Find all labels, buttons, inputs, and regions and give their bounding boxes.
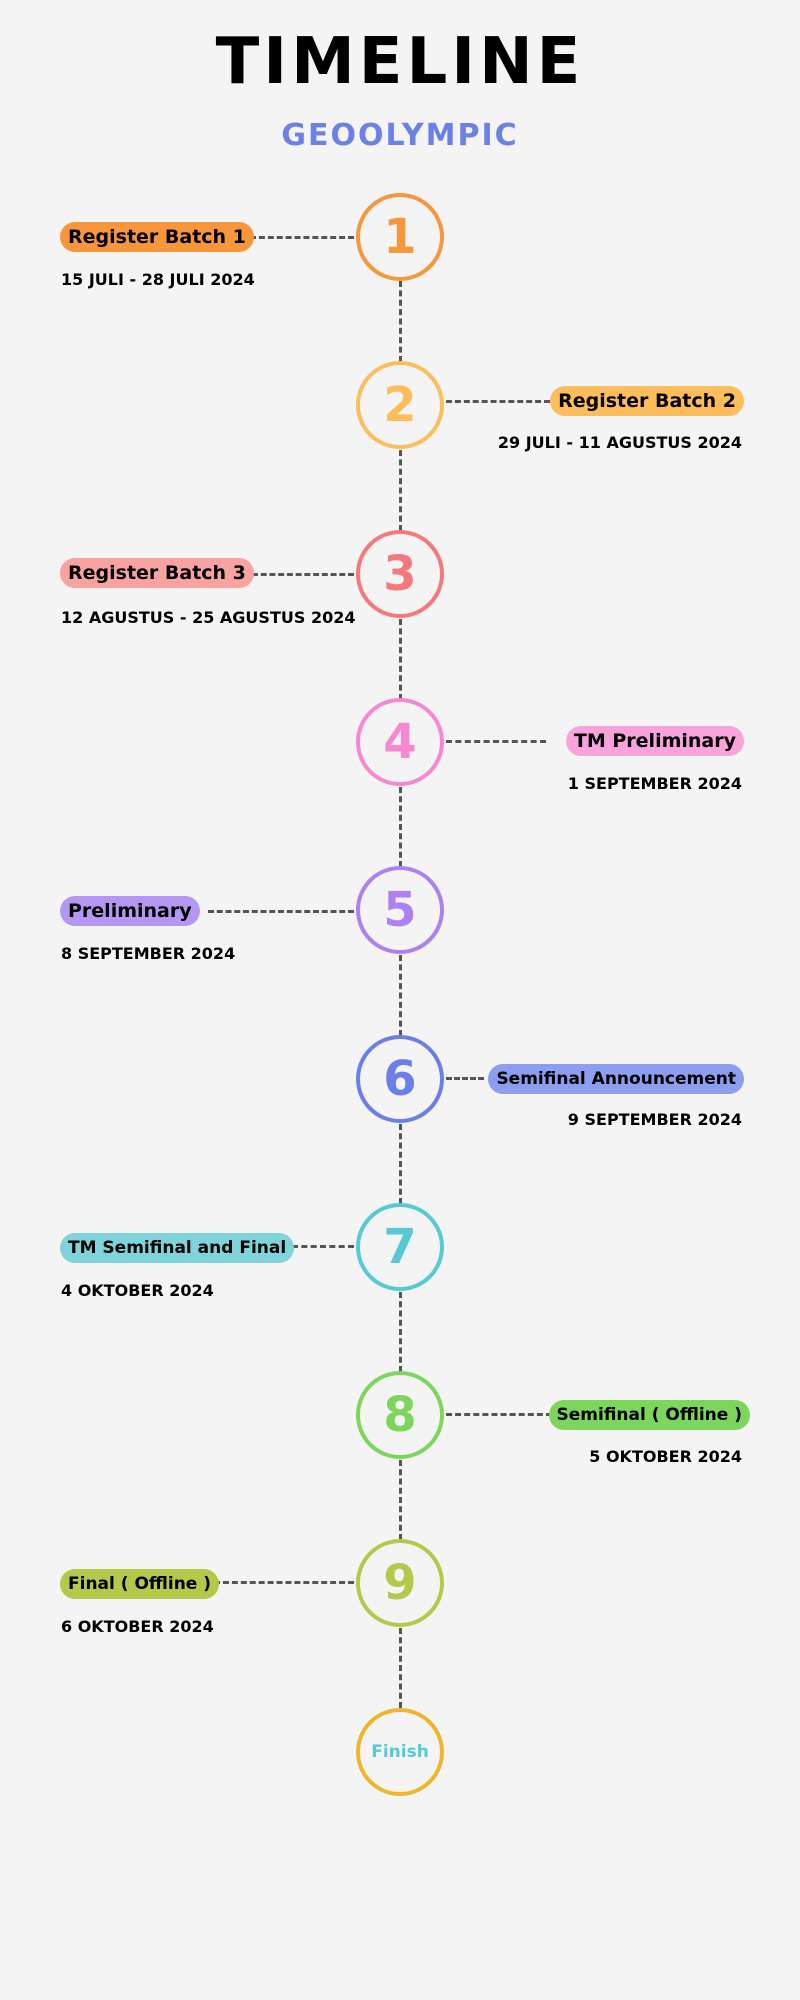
connector-step-1: [250, 236, 354, 239]
step-3-date: 12 AGUSTUS - 25 AGUSTUS 2024: [61, 608, 356, 627]
step-8-date: 5 OKTOBER 2024: [589, 1447, 742, 1466]
finish-label: Finish: [371, 1741, 429, 1762]
step-2-date: 29 JULI - 11 AGUSTUS 2024: [497, 433, 742, 452]
step-8-circle: 8: [356, 1371, 444, 1459]
step-6-label: Semifinal Announcement: [488, 1064, 744, 1094]
step-label-text: Register Batch 3: [68, 562, 246, 584]
step-6-circle: 6: [356, 1035, 444, 1123]
step-5-circle: 5: [356, 866, 444, 954]
step-number: 8: [383, 1387, 417, 1443]
step-9-date: 6 OKTOBER 2024: [61, 1617, 214, 1636]
step-8-label: Semifinal ( Offline ): [548, 1400, 750, 1430]
step-4-date: 1 SEPTEMBER 2024: [567, 774, 742, 793]
step-number: 5: [383, 882, 417, 938]
step-number: 9: [383, 1555, 417, 1611]
step-2-label: Register Batch 2: [550, 386, 744, 416]
step-5-date: 8 SEPTEMBER 2024: [61, 944, 236, 963]
connector-step-6: [446, 1077, 484, 1080]
step-5-label: Preliminary: [60, 896, 200, 926]
step-number: 3: [383, 546, 417, 602]
step-number: 1: [383, 209, 417, 265]
step-number: 7: [383, 1219, 417, 1275]
step-7-date: 4 OKTOBER 2024: [61, 1281, 214, 1300]
step-label-text: Preliminary: [68, 900, 192, 922]
connector-9-finish: [399, 1628, 402, 1708]
step-number: 6: [383, 1051, 417, 1107]
connector-2-3: [399, 450, 402, 531]
page-subtitle: GEOOLYMPIC: [281, 118, 519, 153]
step-2-circle: 2: [356, 361, 444, 449]
page-title: TIMELINE: [215, 25, 585, 99]
step-label-text: TM Semifinal and Final: [68, 1238, 287, 1258]
step-label-text: TM Preliminary: [573, 730, 736, 752]
step-label-text: Semifinal Announcement: [496, 1069, 736, 1089]
step-7-label: TM Semifinal and Final: [60, 1233, 295, 1263]
step-label-text: Register Batch 1: [68, 226, 246, 248]
connector-step-5: [208, 910, 354, 913]
step-3-circle: 3: [356, 530, 444, 618]
step-9-label: Final ( Offline ): [60, 1569, 220, 1599]
step-7-circle: 7: [356, 1203, 444, 1291]
connector-step-2: [446, 400, 550, 403]
step-4-label: TM Preliminary: [565, 726, 744, 756]
connector-3-4: [399, 619, 402, 700]
step-1-label: Register Batch 1: [60, 222, 254, 252]
step-label-text: Register Batch 2: [558, 390, 736, 412]
step-3-label: Register Batch 3: [60, 558, 254, 588]
connector-4-5: [399, 787, 402, 867]
connector-5-6: [399, 955, 402, 1036]
step-9-circle: 9: [356, 1539, 444, 1627]
connector-step-3: [252, 573, 354, 576]
step-4-circle: 4: [356, 698, 444, 786]
step-1-date: 15 JULI - 28 JULI 2024: [61, 270, 255, 289]
step-label-text: Semifinal ( Offline ): [556, 1405, 743, 1425]
connector-8-9: [399, 1460, 402, 1540]
connector-step-7: [292, 1245, 354, 1248]
step-1-circle: 1: [356, 193, 444, 281]
connector-step-8: [446, 1413, 552, 1416]
step-number: 4: [383, 714, 417, 770]
connector-1-2: [399, 281, 402, 362]
connector-step-9: [214, 1581, 354, 1584]
connector-step-4: [446, 740, 546, 743]
step-label-text: Final ( Offline ): [68, 1574, 212, 1594]
connector-7-8: [399, 1292, 402, 1372]
step-number: 2: [383, 377, 417, 433]
connector-6-7: [399, 1124, 402, 1204]
finish-circle: Finish: [356, 1708, 444, 1796]
step-6-date: 9 SEPTEMBER 2024: [567, 1110, 742, 1129]
